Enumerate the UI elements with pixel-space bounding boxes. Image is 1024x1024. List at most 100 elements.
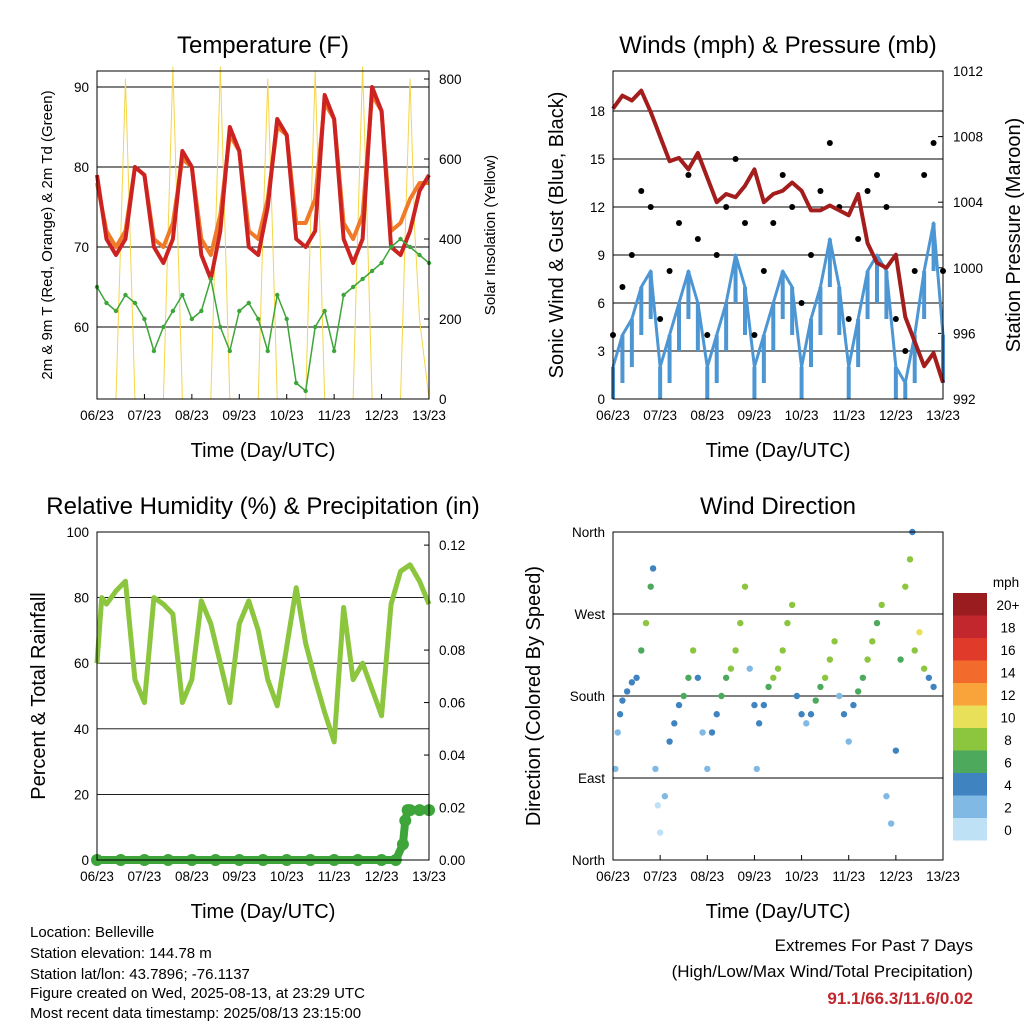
colorbar-label: 18: [1000, 621, 1015, 636]
colorbar-swatch: [953, 818, 987, 841]
gust-point: [638, 188, 645, 194]
direction-point: [850, 701, 857, 709]
colorbar-swatch: [953, 728, 987, 751]
temp-2m-line: [95, 85, 431, 281]
extremes-values: 91.1/66.3/11.6/0.02: [827, 989, 973, 1008]
x-tick-label: 06/23: [80, 408, 114, 423]
x-axis-label: Time (Day/UTC): [706, 901, 851, 923]
x-axis-label: Time (Day/UTC): [191, 901, 336, 923]
x-tick-label: 07/23: [643, 408, 677, 423]
direction-point: [616, 711, 624, 718]
rainfall-point: [399, 814, 412, 827]
y2-tick-label: 0.02: [439, 801, 465, 816]
extremes-title: Extremes For Past 7 Days: [775, 936, 973, 955]
gust-point: [789, 204, 796, 210]
humidity-precip-panel: Relative Humidity (%) & Precipitation (i…: [28, 493, 480, 923]
direction-point: [812, 697, 819, 704]
direction-point: [656, 829, 664, 836]
gust-point: [826, 140, 833, 146]
y-tick-label: 3: [597, 344, 605, 359]
gust-point: [732, 156, 739, 162]
direction-point: [902, 583, 909, 590]
x-tick-label: 12/23: [365, 408, 399, 423]
dewpoint-line: [96, 238, 430, 392]
y-tick-label: 20: [74, 787, 89, 802]
direction-point: [836, 692, 843, 700]
direction-point: [694, 674, 702, 681]
direction-point: [638, 647, 645, 654]
y2-tick-label: 800: [439, 72, 462, 87]
gust-point: [760, 268, 767, 274]
info-created: Figure created on Wed, 2025-08-13, at 23…: [30, 985, 365, 1002]
x-tick-label: 09/23: [738, 869, 772, 884]
winds-pressure-panel: Winds (mph) & Pressure (mb) Time (Day/UTC…: [546, 32, 1024, 462]
rainfall-line: [97, 806, 429, 864]
colorbar-swatch: [953, 660, 987, 683]
temperature-panel: Temperature (F) Time (Day/UTC) 06/23 07/23 0…: [39, 32, 499, 462]
direction-point: [680, 692, 687, 700]
y2-tick-label: 996: [953, 326, 976, 341]
x-tick-label: 11/23: [832, 869, 865, 884]
gust-point: [911, 268, 918, 274]
extremes-box: Extremes For Past 7 Days (High/Low/Max W…: [672, 936, 973, 1008]
y2-axis-label: Solar Insolation (Yellow): [482, 155, 499, 315]
x-tick-label: 09/23: [222, 869, 256, 884]
colorbar-label: 14: [1000, 666, 1016, 681]
y2-tick-label: 0.04: [439, 748, 466, 763]
y-tick-label: 40: [74, 722, 89, 737]
direction-point: [737, 619, 744, 627]
direction-point: [661, 793, 669, 800]
direction-point: [704, 765, 711, 773]
colorbar-swatch: [953, 773, 987, 796]
panel-title: Winds (mph) & Pressure (mb): [619, 32, 936, 59]
y-tick-label: East: [578, 771, 605, 786]
direction-point: [878, 601, 885, 609]
x-tick-label: 06/23: [80, 869, 114, 884]
direction-point: [869, 638, 876, 645]
direction-point: [911, 647, 918, 654]
direction-point: [864, 656, 871, 663]
x-tick-label: 13/23: [926, 408, 960, 423]
gust-point: [855, 236, 862, 242]
direction-point: [916, 629, 923, 636]
x-tick-label: 07/23: [128, 869, 162, 884]
direction-point: [732, 647, 739, 654]
direction-point: [831, 638, 838, 645]
colorbar-label: 20+: [997, 598, 1020, 613]
x-tick-label: 10/23: [785, 869, 819, 884]
x-tick-label: 06/23: [596, 869, 630, 884]
y2-tick-label: 0.12: [439, 538, 465, 553]
colorbar-label: 0: [1004, 823, 1012, 838]
direction-point: [647, 583, 654, 590]
gust-point: [902, 348, 909, 354]
colorbar-label: 12: [1000, 688, 1015, 703]
direction-point: [788, 601, 796, 609]
y2-tick-label: 0: [439, 392, 447, 407]
plot-frame: [96, 70, 430, 400]
direction-point: [633, 674, 640, 681]
info-latlon: Station lat/lon: 43.7896; -76.1137: [30, 966, 250, 983]
direction-point: [906, 556, 914, 563]
speed-colorbar: mph 20+ 18 16 14 12 10 8 6 4 2 0: [953, 575, 1020, 841]
x-tick-label: 08/23: [175, 869, 209, 884]
colorbar-swatch: [953, 683, 987, 706]
direction-point: [887, 820, 895, 827]
y-tick-label: 6: [597, 296, 605, 311]
y2-tick-label: 1012: [953, 64, 983, 79]
direction-point: [649, 565, 657, 572]
direction-point: [920, 665, 928, 672]
colorbar-label: 2: [1004, 801, 1012, 816]
y-axis-label: 2m & 9m T (Red, Orange) & 2m Td (Green): [39, 90, 56, 379]
direction-point: [628, 679, 636, 686]
y-tick-label: 18: [590, 104, 605, 119]
direction-point: [807, 711, 815, 718]
x-tick-label: 11/23: [832, 408, 865, 423]
gust-point: [864, 188, 871, 194]
y-tick-label: North: [572, 525, 605, 540]
gust-point: [704, 332, 711, 338]
y2-tick-label: 1008: [953, 130, 983, 145]
direction-point: [751, 701, 758, 709]
gust-point: [647, 204, 654, 210]
x-tick-label: 11/23: [318, 869, 351, 884]
